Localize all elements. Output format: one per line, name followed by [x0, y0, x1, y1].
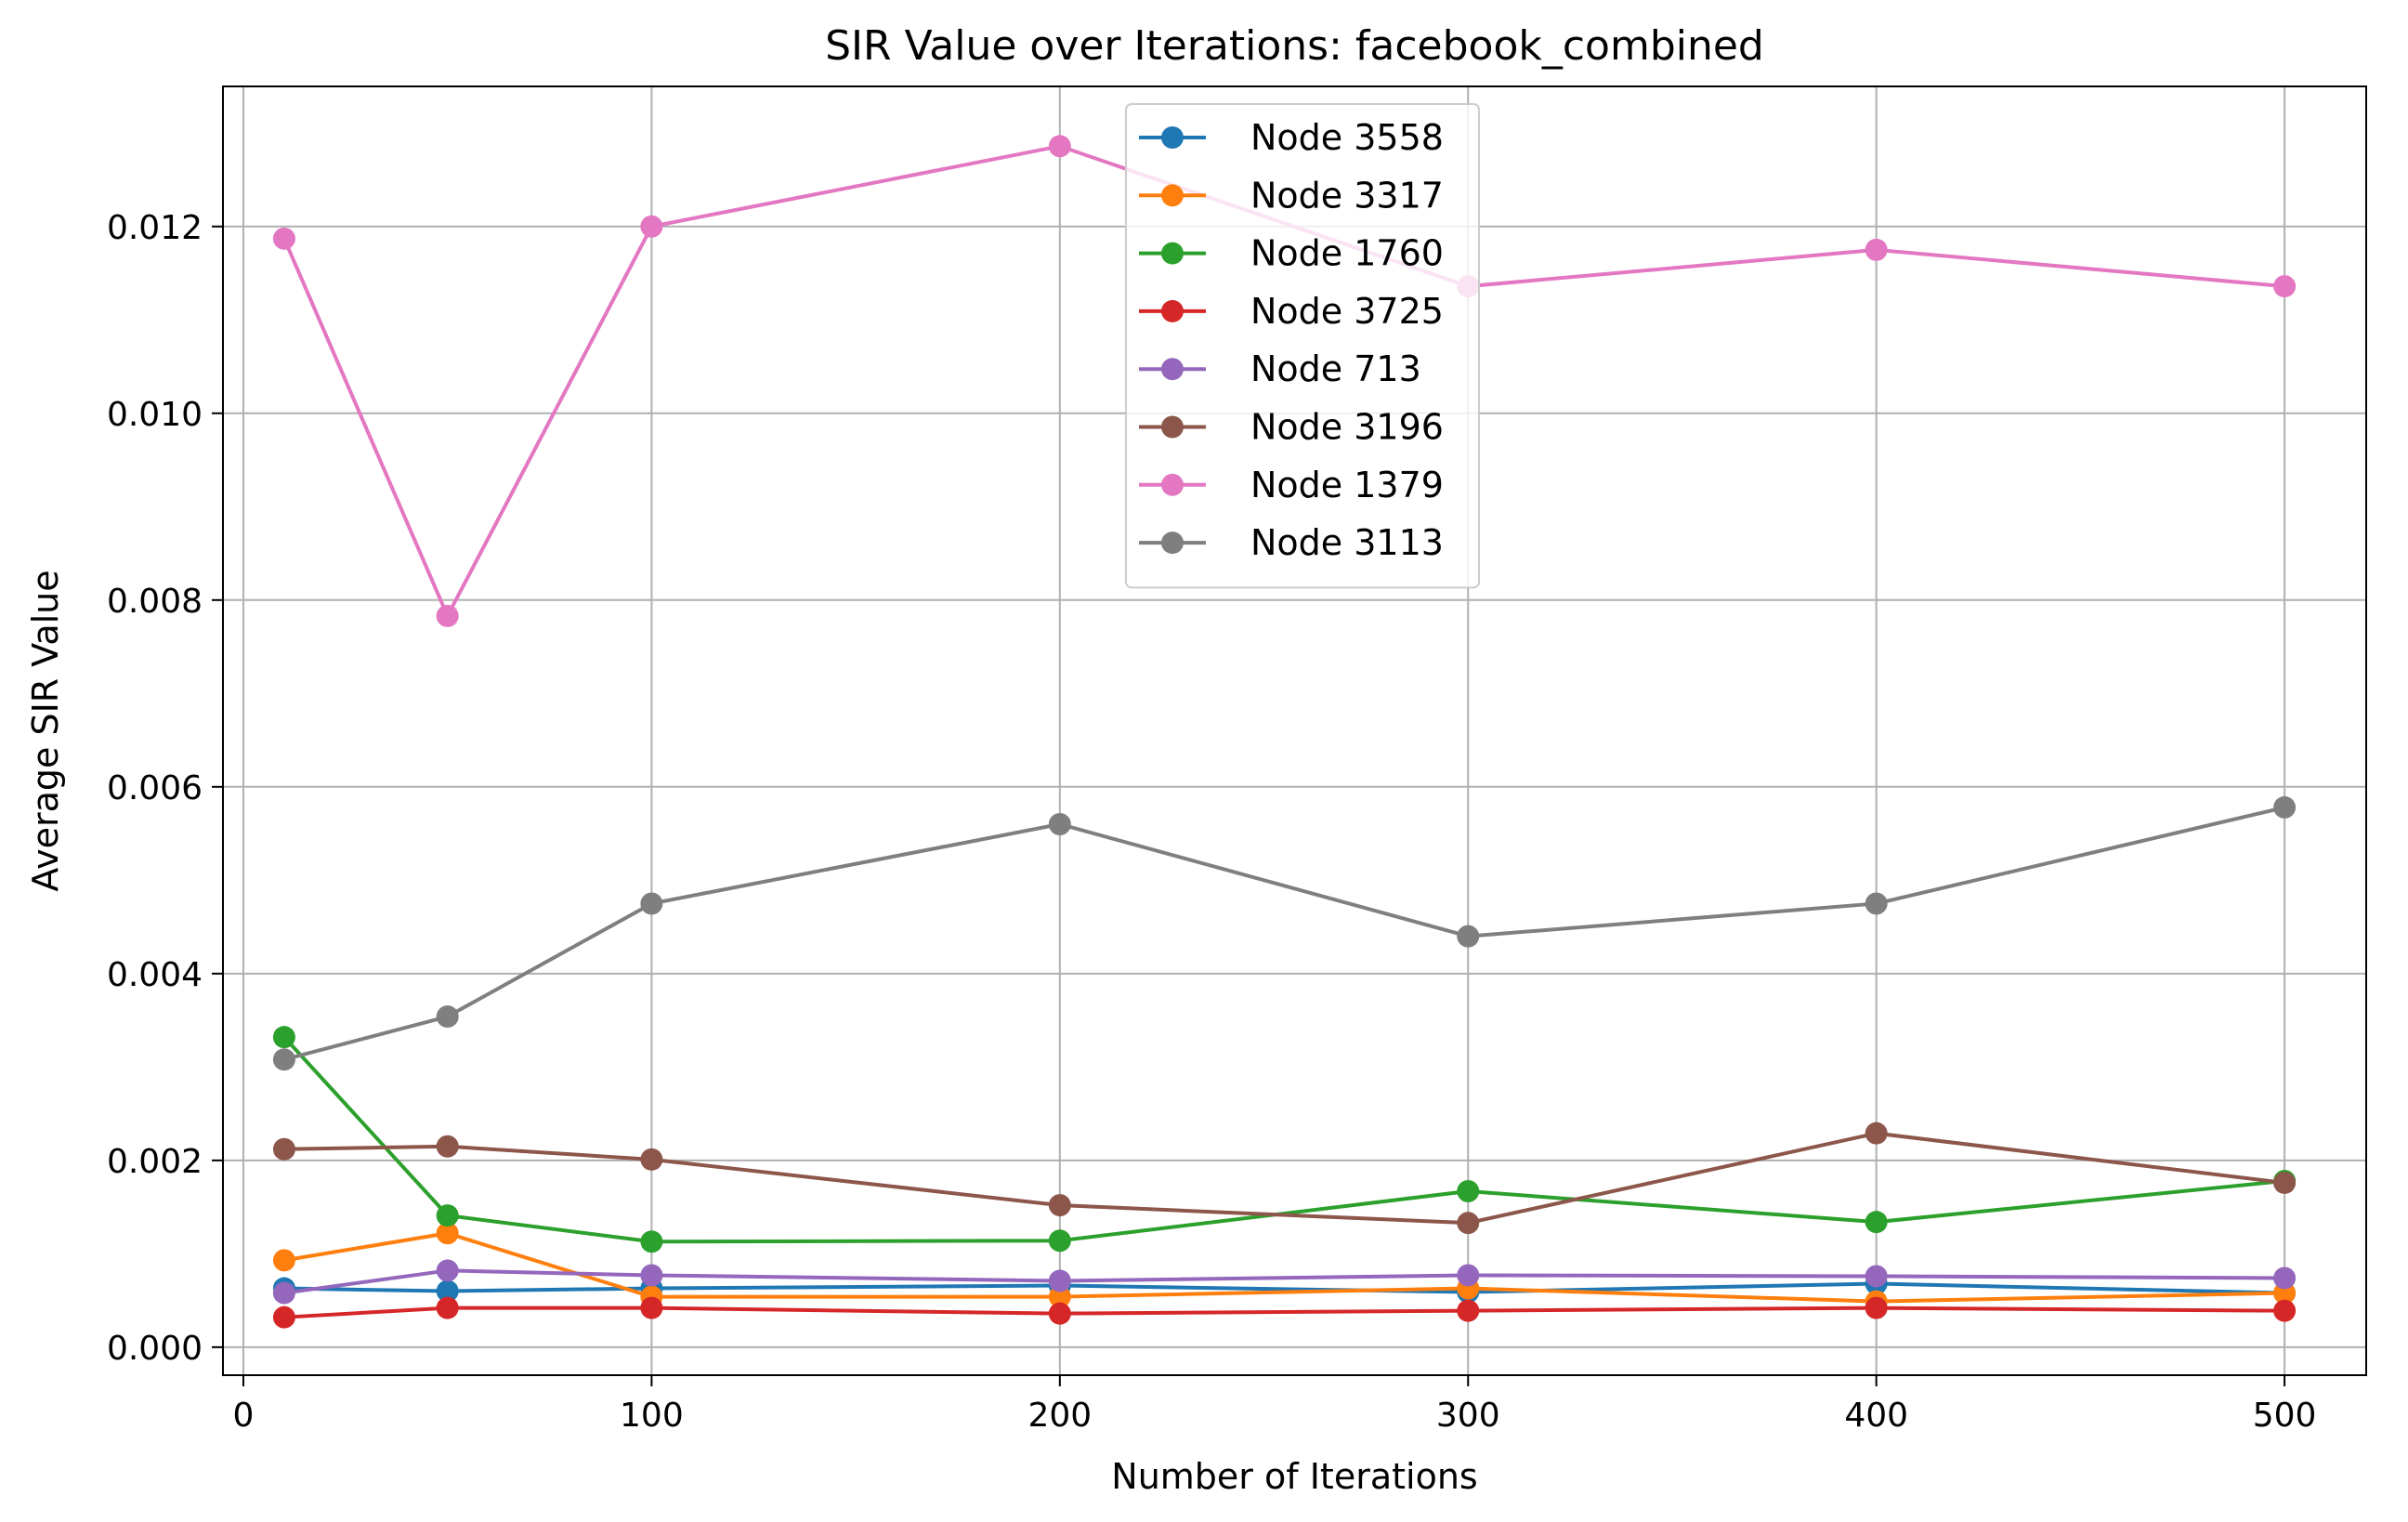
legend-label: Node 1760	[1250, 233, 1444, 274]
x-tick-label: 100	[620, 1397, 684, 1435]
x-tick-label: 200	[1027, 1397, 1092, 1435]
plot-frame	[222, 85, 2367, 1376]
y-axis-label: Average SIR Value	[25, 570, 66, 891]
legend-item: Node 3725	[1139, 291, 1444, 332]
legend-label: Node 3317	[1250, 175, 1444, 216]
series-node-3196	[272, 1122, 2297, 1235]
legend-box	[1125, 103, 1480, 589]
data-point	[436, 1204, 459, 1227]
data-point	[272, 1306, 295, 1329]
data-point	[1457, 1212, 1480, 1235]
data-point	[2273, 1171, 2297, 1194]
legend-item: Node 1760	[1139, 233, 1444, 274]
data-point	[1048, 1194, 1071, 1217]
y-axis-ticks: 0.000 0.002 0.004 0.006 0.008 0.010 0.012	[107, 209, 223, 1368]
data-point	[1048, 1302, 1071, 1325]
data-point	[272, 1281, 295, 1305]
legend-item: Node 1379	[1139, 465, 1444, 505]
data-point	[1865, 892, 1888, 915]
legend-label: Node 3558	[1250, 117, 1444, 158]
legend-item: Node 3558	[1139, 117, 1444, 158]
data-point	[2273, 275, 2297, 298]
data-point	[1048, 813, 1071, 836]
data-point	[436, 1222, 459, 1245]
x-tick-label: 400	[1844, 1397, 1908, 1435]
y-tick-label: 0.010	[107, 396, 203, 434]
data-point	[272, 1249, 295, 1272]
y-tick-label: 0.002	[107, 1143, 203, 1181]
data-point	[640, 892, 663, 915]
data-point	[1048, 135, 1071, 158]
data-point	[1457, 1299, 1480, 1322]
data-point	[640, 215, 663, 238]
series-node-1760	[272, 1026, 2297, 1253]
x-tick-label: 500	[2253, 1397, 2317, 1435]
legend-label: Node 3196	[1250, 407, 1444, 448]
legend-label: Node 3113	[1250, 522, 1444, 563]
x-axis-ticks: 0 100 200 300 400 500	[233, 1375, 2317, 1435]
data-point	[1048, 1229, 1071, 1253]
data-point	[2273, 795, 2297, 819]
data-point	[1865, 1265, 1888, 1288]
legend-marker	[1161, 473, 1184, 496]
data-point	[1865, 1122, 1888, 1145]
data-point	[436, 1296, 459, 1319]
data-point	[640, 1264, 663, 1287]
data-point	[2273, 1266, 2297, 1290]
legend-marker	[1161, 415, 1184, 439]
legend-marker	[1161, 184, 1184, 207]
data-point	[436, 1259, 459, 1282]
legend-label: Node 3725	[1250, 291, 1444, 332]
data-point	[1865, 1211, 1888, 1234]
data-point	[272, 227, 295, 250]
y-tick-label: 0.004	[107, 956, 203, 994]
x-tick-label: 300	[1436, 1397, 1500, 1435]
y-tick-label: 0.008	[107, 583, 203, 621]
y-tick-label: 0.012	[107, 209, 203, 247]
legend-item: Node 3113	[1139, 522, 1444, 563]
data-point	[436, 604, 459, 627]
series-layer	[272, 135, 2297, 1329]
data-point	[272, 1048, 295, 1071]
series-node-3113	[272, 795, 2297, 1071]
data-point	[1048, 1269, 1071, 1292]
legend: Node 3558 Node 3317 Node 1760 Node 3725 Node…	[1125, 103, 1480, 589]
series-node-3725	[272, 1296, 2297, 1329]
data-point	[640, 1230, 663, 1253]
y-tick-label: 0.006	[107, 769, 203, 807]
data-point	[436, 1279, 459, 1303]
data-point	[272, 1137, 295, 1161]
legend-marker	[1161, 126, 1184, 149]
chart-title: SIR Value over Iterations: facebook_comb…	[825, 22, 1764, 70]
legend-marker	[1161, 358, 1184, 381]
legend-item: Node 713	[1139, 348, 1421, 389]
data-point	[272, 1026, 295, 1049]
data-point	[1457, 1180, 1480, 1203]
x-axis-label: Number of Iterations	[1111, 1456, 1477, 1497]
data-point	[2273, 1299, 2297, 1322]
data-point	[436, 1135, 459, 1158]
legend-marker	[1161, 531, 1184, 555]
legend-marker	[1161, 299, 1184, 322]
data-point	[1457, 925, 1480, 948]
legend-label: Node 1379	[1250, 465, 1444, 505]
grid	[223, 86, 2366, 1375]
legend-marker	[1161, 242, 1184, 265]
data-point	[1865, 238, 1888, 261]
series-node-713	[272, 1259, 2297, 1305]
legend-label: Node 713	[1250, 348, 1421, 389]
data-point	[1048, 1285, 1071, 1308]
data-point	[1865, 1296, 1888, 1319]
x-tick-label: 0	[233, 1397, 255, 1435]
legend-item: Node 3317	[1139, 175, 1444, 216]
data-point	[1457, 1264, 1480, 1287]
data-point	[640, 1296, 663, 1319]
y-tick-label: 0.000	[107, 1330, 203, 1368]
data-point	[640, 1148, 663, 1171]
legend-item: Node 3196	[1139, 407, 1444, 448]
data-point	[436, 1005, 459, 1029]
